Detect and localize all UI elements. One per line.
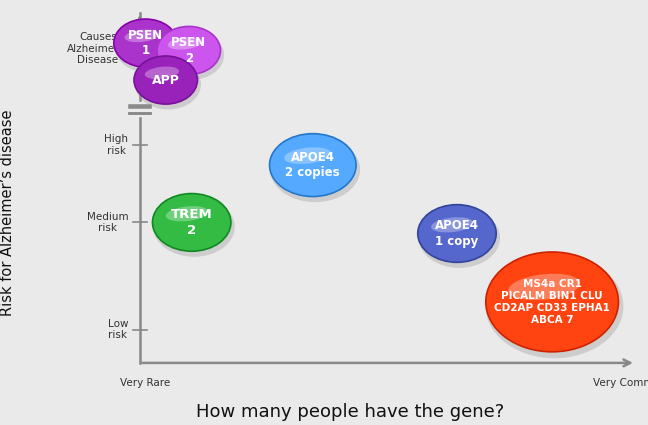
Ellipse shape — [114, 19, 178, 67]
Text: Very Rare: Very Rare — [121, 378, 170, 388]
Ellipse shape — [419, 208, 500, 268]
Text: Low
risk: Low risk — [108, 319, 128, 340]
Text: Causes
Alzheimer's
Disease: Causes Alzheimer's Disease — [67, 32, 128, 65]
Text: APOE4
2 copies: APOE4 2 copies — [286, 151, 340, 179]
Text: Very Common: Very Common — [593, 378, 648, 388]
Text: PSEN
1: PSEN 1 — [128, 29, 163, 57]
Text: MS4a CR1
PICALM BIN1 CLU
CD2AP CD33 EPHA1
ABCA 7: MS4a CR1 PICALM BIN1 CLU CD2AP CD33 EPHA… — [494, 279, 610, 325]
Text: Risk for Alzheimer’s disease: Risk for Alzheimer’s disease — [0, 109, 16, 316]
Text: How many people have the gene?: How many people have the gene? — [196, 403, 504, 421]
Ellipse shape — [508, 274, 580, 300]
Ellipse shape — [284, 147, 331, 164]
Ellipse shape — [486, 252, 618, 352]
Ellipse shape — [157, 26, 220, 74]
Text: APOE4
1 copy: APOE4 1 copy — [435, 219, 479, 248]
Text: Medium
risk: Medium risk — [87, 212, 128, 233]
Ellipse shape — [115, 23, 181, 73]
Ellipse shape — [134, 56, 198, 104]
Text: High
risk: High risk — [104, 134, 128, 156]
Ellipse shape — [270, 134, 356, 196]
Ellipse shape — [418, 205, 496, 262]
Ellipse shape — [153, 197, 235, 257]
Ellipse shape — [485, 255, 623, 358]
Ellipse shape — [168, 37, 202, 50]
Text: TREM
2: TREM 2 — [171, 208, 213, 237]
Ellipse shape — [152, 193, 231, 251]
Ellipse shape — [124, 30, 159, 42]
Ellipse shape — [135, 60, 201, 110]
Ellipse shape — [158, 30, 224, 80]
Ellipse shape — [270, 137, 360, 202]
Text: APP: APP — [152, 74, 179, 87]
Ellipse shape — [166, 206, 208, 221]
Ellipse shape — [145, 67, 179, 79]
Text: PSEN
2: PSEN 2 — [171, 36, 206, 65]
Ellipse shape — [431, 217, 474, 232]
